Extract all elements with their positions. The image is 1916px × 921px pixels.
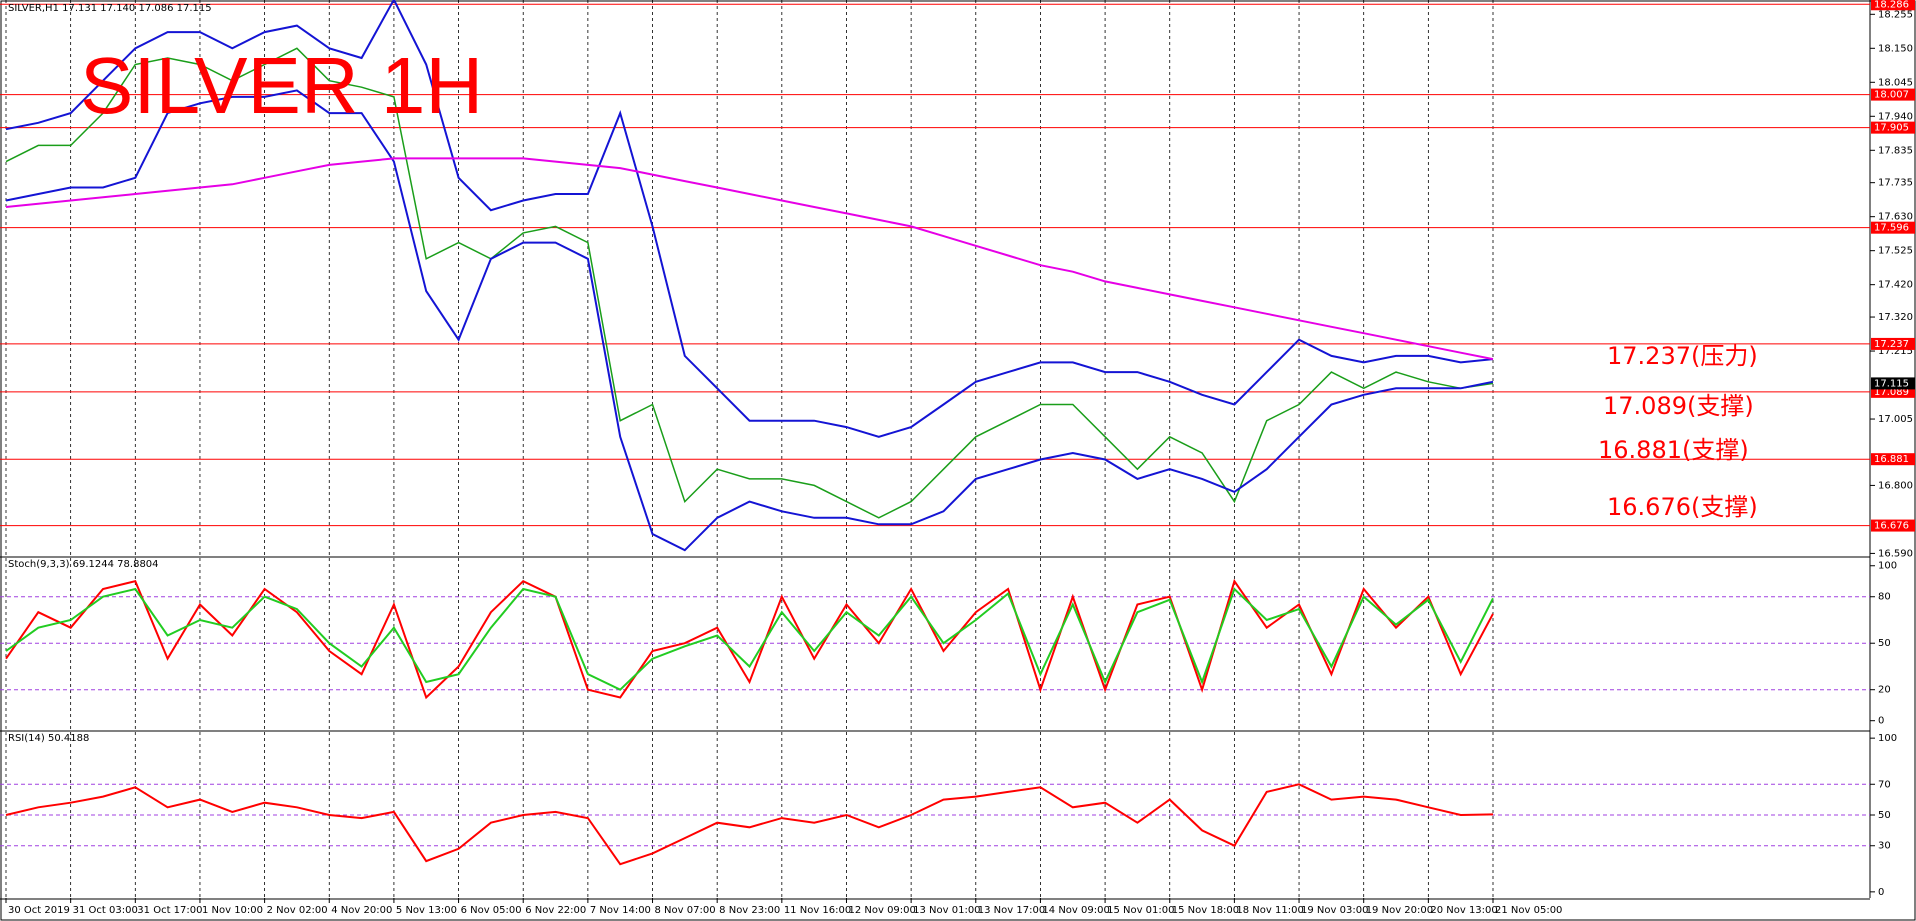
y-tick-label: 17.420 [1878,280,1913,291]
level-tag-label: 17.089 [1874,387,1909,398]
y-tick-label: 17.320 [1878,312,1913,323]
y-tick-label: 18.045 [1878,77,1913,88]
x-tick-label: 2 Nov 02:00 [267,905,328,916]
series-line [5,89,1494,552]
chart-title: SILVER 1H [80,41,483,130]
x-tick-label: 13 Nov 01:00 [913,905,980,916]
x-tick-label: 12 Nov 09:00 [848,905,915,916]
x-tick-label: 6 Nov 05:00 [461,905,522,916]
x-tick-label: 18 Nov 11:00 [1236,905,1303,916]
series-line [5,783,1494,866]
panel-title: Stoch(9,3,3) 69.1244 78.8804 [8,559,159,570]
y-tick-label: 100 [1878,733,1897,744]
y-tick-label: 17.630 [1878,212,1913,223]
series-line [5,157,1494,361]
level-tag [1871,88,1915,101]
level-tag-label: 17.237 [1874,339,1909,350]
y-tick-label: 0 [1878,887,1884,898]
x-tick-label: 30 Oct 2019 [8,905,70,916]
x-tick-label: 5 Nov 13:00 [396,905,457,916]
y-tick-label: 100 [1878,561,1897,572]
y-tick-label: 17.835 [1878,145,1913,156]
x-tick-label: 31 Oct 03:00 [73,905,138,916]
annotation: 17.237(压力) [1607,342,1758,370]
last-price-tag [1871,377,1915,390]
y-tick-label: 70 [1878,779,1891,790]
y-tick-label: 17.940 [1878,111,1913,122]
annotation: 16.676(支撑) [1607,493,1758,521]
x-tick-label: 19 Nov 20:00 [1366,905,1433,916]
y-tick-label: 17.525 [1878,246,1913,257]
x-tick-label: 15 Nov 18:00 [1172,905,1239,916]
x-tick-label: 19 Nov 03:00 [1301,905,1368,916]
y-tick-label: 80 [1878,592,1891,603]
series-line [5,578,1494,700]
x-tick-label: 1 Nov 10:00 [202,905,263,916]
annotation: 17.089(支撑) [1603,392,1754,420]
level-tag-label: 18.286 [1874,0,1909,10]
y-tick-label: 17.215 [1878,346,1913,357]
annotation: 16.881(支撑) [1598,436,1749,464]
y-tick-label: 16.590 [1878,548,1913,559]
level-tag [1871,0,1915,11]
x-tick-label: 8 Nov 07:00 [655,905,716,916]
level-tag [1871,221,1915,234]
x-tick-label: 13 Nov 17:00 [978,905,1045,916]
series-line [5,0,1494,438]
y-tick-label: 17.005 [1878,414,1913,425]
level-tag-label: 16.881 [1874,454,1909,465]
series-line [5,47,1494,519]
x-tick-label: 14 Nov 09:00 [1042,905,1109,916]
level-tag [1871,121,1915,134]
y-tick-label: 0 [1878,716,1884,727]
last-price-label: 17.115 [1874,378,1909,389]
level-tag-label: 16.676 [1874,521,1909,532]
level-tag-label: 17.905 [1874,123,1909,134]
y-tick-label: 18.255 [1878,9,1913,20]
x-tick-label: 6 Nov 22:00 [525,905,586,916]
y-tick-label: 30 [1878,841,1891,852]
y-tick-label: 50 [1878,638,1891,649]
x-tick-label: 4 Nov 20:00 [331,905,392,916]
y-tick-label: 16.800 [1878,480,1913,491]
level-tag-label: 17.596 [1874,223,1909,234]
level-tag [1871,453,1915,466]
y-tick-label: 18.150 [1878,43,1913,54]
x-tick-label: 31 Oct 17:00 [137,905,202,916]
x-tick-label: 8 Nov 23:00 [719,905,780,916]
panel-title: SILVER,H1 17.131 17.140 17.086 17.115 [8,3,212,14]
x-tick-label: 11 Nov 16:00 [784,905,851,916]
level-tag-label: 18.007 [1874,90,1909,101]
series-line [5,587,1494,691]
panel-title: RSI(14) 50.4188 [8,733,89,744]
y-tick-label: 17.735 [1878,178,1913,189]
x-tick-label: 7 Nov 14:00 [590,905,651,916]
level-tag [1871,519,1915,532]
level-tag [1871,337,1915,350]
x-tick-label: 15 Nov 01:00 [1107,905,1174,916]
x-tick-label: 20 Nov 13:00 [1430,905,1497,916]
x-tick-label: 21 Nov 05:00 [1495,905,1562,916]
y-tick-label: 20 [1878,685,1891,696]
y-tick-label: 50 [1878,810,1891,821]
